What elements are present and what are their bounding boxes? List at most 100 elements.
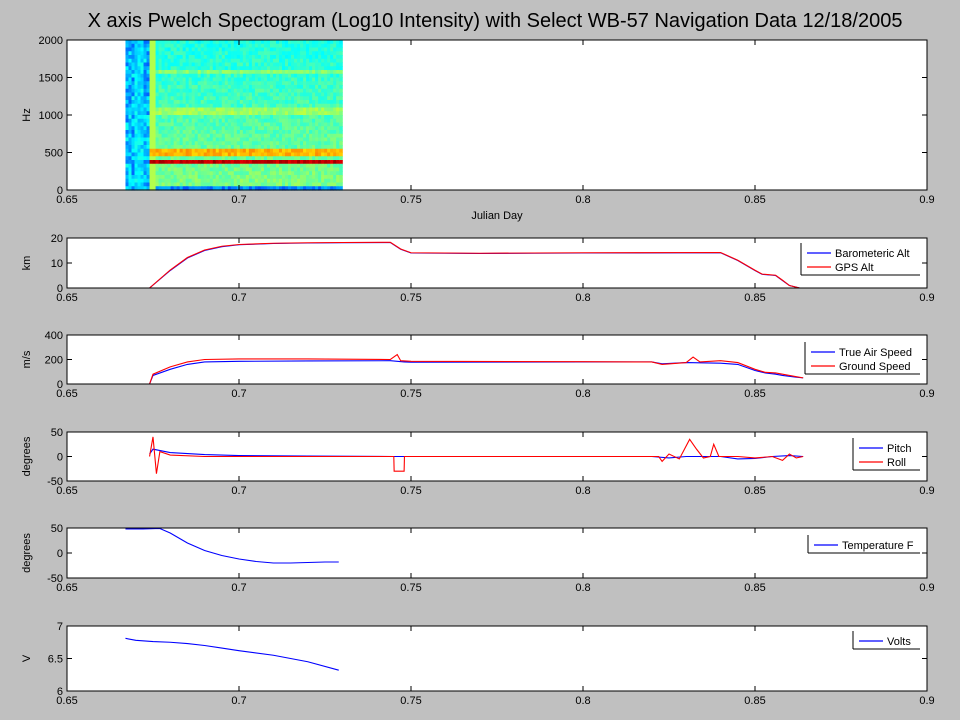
spectrogram-cell	[300, 145, 304, 150]
spectrogram-cell	[134, 51, 139, 56]
spectrogram-cell	[327, 186, 331, 191]
spectrogram-cell	[197, 40, 202, 45]
legend-entry-1: True Air Speed	[839, 347, 912, 359]
spectrogram-cell	[194, 111, 199, 116]
spectrogram-cell	[149, 66, 154, 71]
spectrogram-cell	[128, 171, 133, 176]
spectrogram-cell	[318, 85, 322, 90]
spectrogram-cell	[336, 122, 340, 127]
spectrogram-cell	[257, 100, 262, 105]
spectrogram-cell	[137, 107, 142, 112]
spectrogram-cell	[152, 175, 157, 180]
spectrogram-cell	[188, 133, 193, 139]
spectrogram-cell	[306, 100, 310, 105]
spectrogram-cell	[161, 55, 166, 60]
spectrogram-cell	[327, 96, 331, 101]
spectrogram-cell	[230, 156, 235, 161]
spectrogram-cell	[330, 73, 334, 79]
spectrogram-cell	[203, 111, 208, 116]
spectrogram-cell	[161, 160, 166, 165]
spectrogram-cell	[209, 111, 214, 116]
spectrogram-cell	[236, 96, 241, 101]
x-tick-label: 0.75	[400, 695, 421, 707]
spectrogram-cell	[248, 122, 253, 127]
spectrogram-cell	[179, 107, 184, 112]
spectrogram-cell	[200, 85, 205, 90]
spectrogram-cell	[164, 152, 169, 157]
spectrogram-cell	[146, 77, 151, 82]
spectrogram-cell	[149, 92, 154, 97]
spectrogram-cell	[266, 85, 271, 90]
spectrogram-cell	[146, 73, 151, 79]
spectrogram-cell	[155, 70, 160, 75]
spectrogram-cell	[309, 40, 313, 45]
spectrogram-cell	[182, 163, 187, 169]
spectrogram-cell	[188, 85, 193, 90]
spectrogram-cell	[257, 118, 262, 124]
spectrogram-cell	[282, 130, 286, 135]
spectrogram-cell	[318, 55, 322, 60]
spectrogram-cell	[239, 103, 244, 109]
spectrogram-cell	[318, 171, 322, 176]
spectrogram-cell	[224, 43, 229, 49]
spectrogram-cell	[194, 145, 199, 150]
spectrogram-cell	[170, 178, 175, 184]
spectrogram-cell	[140, 92, 145, 97]
spectrogram-cell	[194, 58, 199, 64]
spectrogram-cell	[309, 92, 313, 97]
spectrogram-cell	[248, 92, 253, 97]
spectrogram-cell	[200, 73, 205, 79]
spectrogram-cell	[206, 66, 211, 71]
spectrogram-cell	[333, 175, 337, 180]
spectrogram-cell	[221, 51, 226, 56]
spectrogram-cell	[188, 107, 193, 112]
spectrogram-cell	[306, 141, 310, 146]
spectrogram-cell	[245, 115, 250, 120]
spectrogram-cell	[206, 103, 211, 109]
spectrogram-cell	[173, 70, 178, 75]
spectrogram-cell	[318, 47, 322, 52]
spectrogram-cell	[179, 148, 184, 154]
spectrogram-cell	[291, 178, 295, 184]
spectrogram-cell	[215, 141, 220, 146]
spectrogram-cell	[291, 58, 295, 64]
spectrogram-cell	[137, 130, 142, 135]
spectrogram-cell	[218, 81, 223, 86]
spectrogram-cell	[300, 122, 304, 127]
spectrogram-cell	[179, 137, 184, 142]
spectrogram-cell	[170, 47, 175, 52]
spectrogram-cell	[288, 70, 292, 75]
spectrogram-cell	[152, 141, 157, 146]
spectrogram-cell	[155, 186, 160, 191]
spectrogram-cell	[197, 43, 202, 49]
spectrogram-cell	[312, 175, 316, 180]
spectrogram-cell	[221, 160, 226, 165]
spectrogram-cell	[164, 175, 169, 180]
spectrogram-cell	[137, 115, 142, 120]
spectrogram-cell	[263, 43, 268, 49]
spectrogram-cell	[260, 88, 265, 94]
spectrogram-cell	[324, 73, 328, 79]
spectrogram-cell	[167, 171, 172, 176]
spectrogram-cell	[263, 85, 268, 90]
spectrogram-cell	[188, 152, 193, 157]
spectrogram-cell	[155, 111, 160, 116]
spectrogram-cell	[285, 92, 289, 97]
spectrogram-cell	[176, 96, 181, 101]
spectrogram-cell	[309, 55, 313, 60]
spectrogram-cell	[134, 160, 139, 165]
spectrogram-cell	[315, 186, 319, 191]
spectrogram-cell	[152, 137, 157, 142]
spectrogram-cell	[209, 186, 214, 191]
spectrogram-cell	[161, 171, 166, 176]
spectrogram-cell	[282, 122, 286, 127]
spectrogram-cell	[164, 51, 169, 56]
spectrogram-cell	[197, 160, 202, 165]
spectrogram-cell	[212, 107, 217, 112]
spectrogram-cell	[131, 118, 136, 124]
spectrogram-cell	[336, 70, 340, 75]
spectrogram-cell	[285, 43, 289, 49]
spectrogram-cell	[203, 85, 208, 90]
spectrogram-cell	[269, 107, 274, 112]
